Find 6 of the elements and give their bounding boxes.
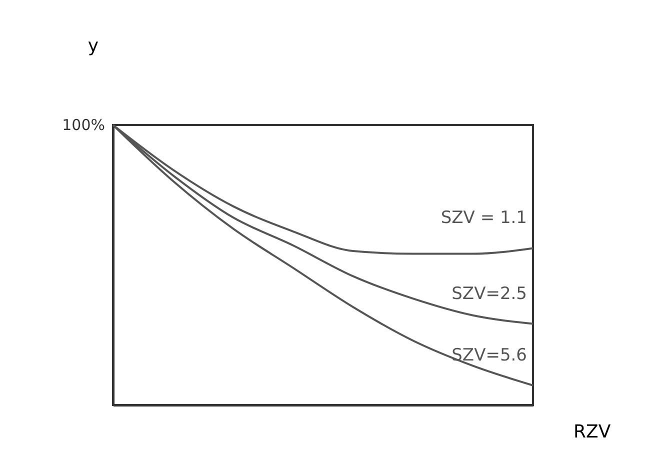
series-label: SZV = 1.1 (440, 208, 527, 228)
x-axis-title: RZV (574, 422, 612, 442)
series-label: SZV=2.5 (452, 284, 527, 304)
y-axis-title: y (88, 36, 99, 56)
text: 100% (62, 116, 105, 134)
series-label: SZV=5.6 (452, 345, 527, 366)
